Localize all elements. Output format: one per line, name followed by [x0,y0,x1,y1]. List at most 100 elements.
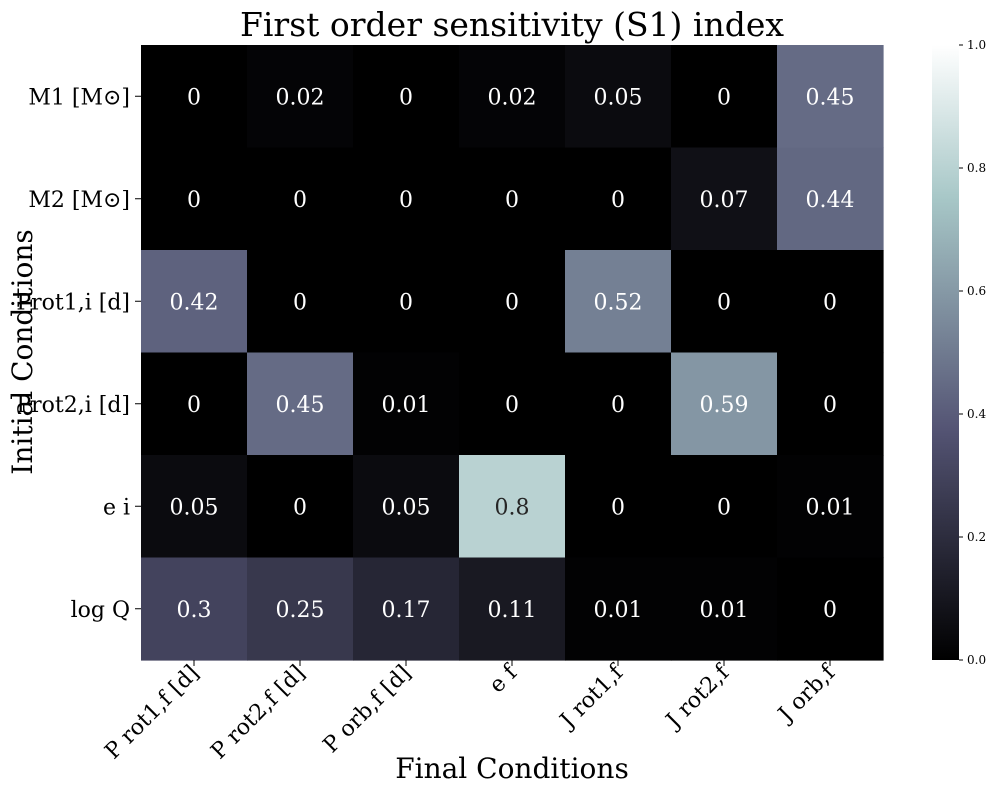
cell-value-label: 0.01 [382,393,431,418]
cell-value-label: 0 [187,188,201,213]
cell-value-label: 0.05 [382,495,431,520]
x-tick-label: P rot2,f [d] [206,661,310,765]
cell-value-label: 0 [399,188,413,213]
heatmap-cell [777,250,884,354]
y-axis-ticks: M1 [M⊙] M2 [M⊙] Prot1,i [d] Prot2,i [d] e i l… [16,85,141,623]
cell-value-label: 0 [823,290,837,315]
cell-value-label: 0 [717,495,731,520]
heatmap-cell [565,557,672,661]
x-tick-label: J orb,f [773,659,842,728]
y-tick-label: M1 [M⊙] [28,85,130,110]
heatmap-cell [353,352,460,456]
heatmap-cell [565,147,672,251]
colorbar-tick-label: 0.8 [967,161,986,175]
cell-value-label: 0 [293,290,307,315]
heatmap-cell [459,45,566,149]
heatmap-cell [459,352,566,456]
y-tick-label: Prot2,i [d] [16,393,130,418]
heatmap-cell [671,45,778,149]
cell-value-label: 0 [505,393,519,418]
heatmap-cell [671,147,778,251]
heatmap-cell [671,250,778,354]
cell-value-label: 0 [717,85,731,110]
heatmap-cell [247,455,354,559]
cell-value-label: 0 [823,598,837,623]
colorbar-tick-label: 0.0 [967,653,986,667]
cell-value-label: 0.02 [276,85,325,110]
colorbar-tick-label: 0.6 [967,284,986,298]
cell-value-label: 0 [823,393,837,418]
heatmap-cell [671,557,778,661]
cell-value-label: 0.05 [170,495,219,520]
heatmap-cell [671,352,778,456]
y-tick-label: Prot1,i [d] [16,290,130,315]
heatmap-cell [353,557,460,661]
cell-value-label: 0.07 [700,188,749,213]
x-tick-label: J rot1,f [554,659,629,734]
cell-value-label: 0.42 [170,290,219,315]
colorbar-tick-label: 1.0 [967,38,986,52]
heatmap-cell [353,455,460,559]
heatmap-cell [565,352,672,456]
cell-value-label: 0.01 [700,598,749,623]
heatmap-cell [247,557,354,661]
cell-value-label: 0.11 [488,598,537,623]
heatmap-cell [459,557,566,661]
heatmap-cell [565,455,672,559]
cell-value-label: 0.01 [594,598,643,623]
heatmap-cell [353,45,460,149]
cell-value-label: 0 [611,495,625,520]
heatmap-cell [247,250,354,354]
heatmap-cell [777,147,884,251]
heatmap-cell [141,352,248,456]
cell-value-label: 0 [293,188,307,213]
cell-value-label: 0.25 [276,598,325,623]
x-tick-label: J rot2,f [660,659,735,734]
x-tick-label: P orb,f [d] [319,661,417,759]
heatmap-cell [777,352,884,456]
chart-title: First order sensitivity (S1) index [240,5,784,44]
heatmap-cell [777,455,884,559]
heatmap-cell [141,455,248,559]
x-axis-label: Final Conditions [395,752,629,785]
y-axis-label: Initial Conditions [6,229,39,474]
heatmap-cell [353,250,460,354]
heatmap-cell [777,557,884,661]
heatmap-cell [671,455,778,559]
colorbar [932,45,959,660]
cell-value-label: 0.3 [177,598,212,623]
cell-value-label: 0.52 [594,290,643,315]
heatmap-cell [247,147,354,251]
cell-value-label: 0.01 [806,495,855,520]
heatmap-cell [565,45,672,149]
heatmap-cell [459,455,566,559]
cell-value-label: 0 [611,188,625,213]
heatmap-cell [141,147,248,251]
cell-value-label: 0 [717,290,731,315]
cell-value-label: 0.05 [594,85,643,110]
colorbar-tick-label: 0.4 [967,407,986,421]
heatmap-cells [141,45,884,661]
colorbar-tick-label: 0.2 [967,530,986,544]
heatmap-cell [247,45,354,149]
x-tick-label: P rot1,f [d] [100,661,204,765]
cell-value-label: 0 [293,495,307,520]
cell-value-label: 0 [399,85,413,110]
y-tick-label: M2 [M⊙] [28,188,130,213]
x-tick-label: e f [485,659,524,698]
cell-value-label: 0.45 [276,393,325,418]
cell-value-label: 0.17 [382,598,431,623]
heatmap-cell [353,147,460,251]
cell-value-label: 0.44 [806,188,855,213]
heatmap-cell [141,250,248,354]
cell-value-label: 0.02 [488,85,537,110]
cell-value-label: 0 [505,290,519,315]
cell-value-label: 0 [505,188,519,213]
cell-value-label: 0 [399,290,413,315]
colorbar-ticks: 0.0 0.2 0.4 0.6 0.8 1.0 [959,38,986,667]
cell-value-label: 0 [187,85,201,110]
y-tick-label: log Q [71,598,130,623]
heatmap-value-labels: 0 0.02 0 0.02 0.05 0 0.45 0 0 0 0 0 0.07 0.44 0.42 0 0 0 0… [170,85,855,623]
heatmap-cell [777,45,884,149]
heatmap-cell [247,352,354,456]
